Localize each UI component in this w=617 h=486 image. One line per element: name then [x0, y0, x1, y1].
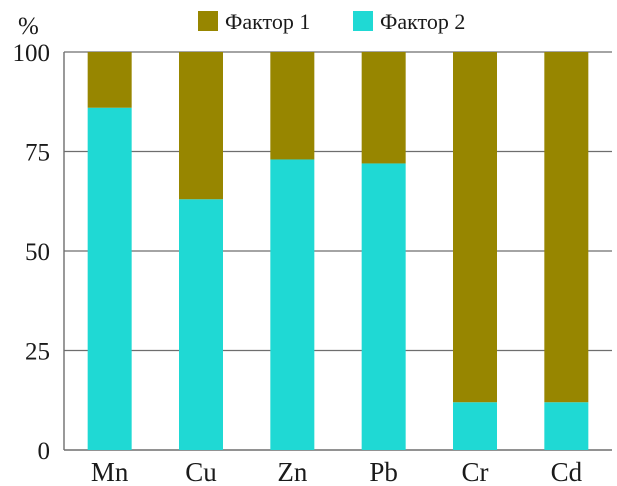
bars	[87, 52, 589, 450]
bar-zn-series-1	[270, 159, 315, 450]
legend-label-2: Фактор 2	[380, 9, 465, 34]
bar-cr-series-2	[453, 52, 497, 403]
x-category-label-cd: Cd	[551, 457, 583, 486]
bar-cu-series-1	[179, 199, 223, 450]
legend: Фактор 1 Фактор 2	[198, 9, 465, 34]
bar-mn-series-2	[87, 52, 132, 108]
x-category-label-zn: Zn	[277, 457, 307, 486]
bar-pb-series-2	[361, 52, 406, 164]
y-axis-tick-labels: 0 25 50 75 100	[13, 40, 51, 465]
x-category-label-cu: Cu	[185, 457, 217, 486]
bar-cd-series-1	[544, 402, 589, 450]
y-tick-label-75: 75	[25, 140, 50, 167]
legend-swatch-2	[353, 11, 373, 31]
y-tick-label-25: 25	[25, 339, 50, 366]
legend-label-1: Фактор 1	[225, 9, 310, 34]
legend-swatch-1	[198, 11, 218, 31]
x-category-label-mn: Mn	[91, 457, 129, 486]
y-tick-label-0: 0	[38, 438, 51, 465]
x-axis-category-labels: Mn Cu Zn Pb Cr Cd	[91, 457, 583, 486]
y-tick-label-50: 50	[25, 239, 50, 266]
bar-zn-series-2	[270, 52, 315, 160]
bar-cr-series-1	[453, 402, 497, 450]
y-tick-label-100: 100	[13, 40, 51, 67]
bar-pb-series-1	[361, 163, 406, 450]
gridlines	[63, 51, 612, 451]
x-category-label-cr: Cr	[462, 457, 489, 486]
y-axis-unit-label: %	[18, 13, 39, 40]
bar-mn-series-1	[87, 107, 132, 450]
bar-cd-series-2	[544, 52, 589, 403]
bar-cu-series-2	[179, 52, 223, 200]
x-category-label-pb: Pb	[369, 457, 398, 486]
